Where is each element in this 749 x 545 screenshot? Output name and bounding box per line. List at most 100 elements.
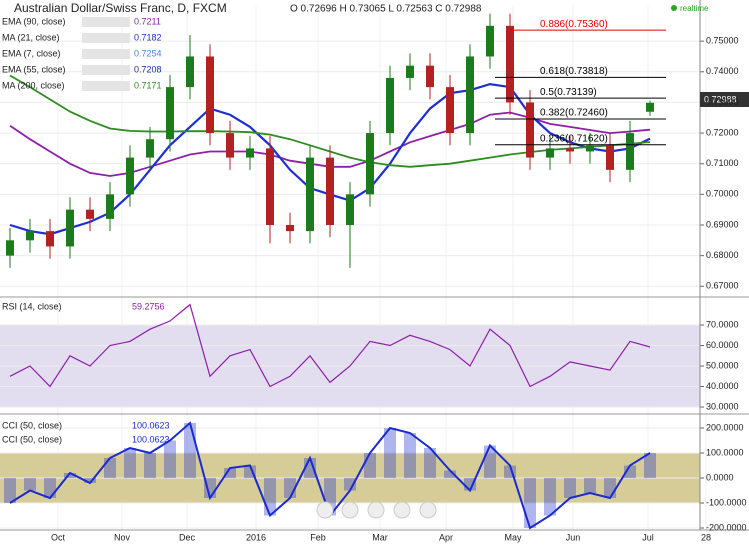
legend-value: 100.0623 <box>132 420 170 430</box>
nav-button[interactable] <box>316 501 334 519</box>
legend-label: EMA (55, close) <box>2 64 66 74</box>
histogram-bar <box>644 452 656 478</box>
candle-body <box>166 87 174 140</box>
histogram-bar <box>64 473 76 478</box>
x-tick-label: May <box>504 532 522 542</box>
legend-icons[interactable] <box>82 65 130 75</box>
histogram-bar <box>564 478 576 498</box>
legend-label: MA (21, close) <box>2 32 60 42</box>
fib-label: 0.236(0.71620) <box>540 133 608 144</box>
candle-body <box>6 240 14 256</box>
histogram-bar <box>124 448 136 478</box>
x-tick-label: Mar <box>372 532 388 542</box>
histogram-bar <box>44 478 56 498</box>
legend-label: MA (200, close) <box>2 80 65 90</box>
fib-label: 0.5(0.73139) <box>540 87 597 98</box>
candle-body <box>366 133 374 195</box>
legend-icons[interactable] <box>82 49 130 59</box>
candle-body <box>606 145 614 170</box>
nav-button[interactable] <box>393 501 411 519</box>
histogram-bar <box>24 478 36 491</box>
y-tick-label: 0.0000 <box>706 472 734 482</box>
legend-value: 0.7211 <box>134 16 161 26</box>
candle-body <box>446 87 454 134</box>
histogram-bar <box>604 478 616 498</box>
x-tick-label: Feb <box>310 532 326 542</box>
legend-value: 0.7254 <box>134 48 162 58</box>
candle-body <box>186 56 194 88</box>
y-tick-label: 0.71000 <box>706 158 739 168</box>
candle-body <box>566 148 574 152</box>
candle-body <box>286 224 294 232</box>
nav-buttons[interactable] <box>316 501 437 519</box>
nav-button[interactable] <box>419 501 437 519</box>
price-tag <box>700 92 749 107</box>
candle-body <box>466 56 474 134</box>
candle-body <box>86 209 94 219</box>
candle-body <box>306 157 314 232</box>
y-tick-label: 0.67000 <box>706 281 739 291</box>
candle-body <box>646 102 654 112</box>
y-tick-label: 70.0000 <box>706 319 739 329</box>
histogram-bar <box>224 468 236 478</box>
histogram-bar <box>424 448 436 478</box>
histogram-bar <box>144 453 156 478</box>
y-tick-label: 100.0000 <box>706 447 744 457</box>
candle-body <box>66 209 74 247</box>
y-tick-label: 0.70000 <box>706 189 739 199</box>
candle-body <box>126 157 134 195</box>
histogram-bar <box>184 423 196 478</box>
candle-body <box>386 77 394 134</box>
histogram-bar <box>344 478 356 491</box>
histogram-bar <box>384 428 396 478</box>
histogram-bar <box>4 478 16 503</box>
x-tick-label: Apr <box>439 532 453 542</box>
legend-label: EMA (7, close) <box>2 48 61 58</box>
y-tick-label: -100.0000 <box>706 497 747 507</box>
y-tick-label: 0.69000 <box>706 219 739 229</box>
legend-label: EMA (90, close) <box>2 16 66 26</box>
candle-body <box>346 194 354 225</box>
histogram-bar <box>264 478 276 516</box>
legend-value: 0.7171 <box>134 80 162 90</box>
fib-label: 0.886(0.75360) <box>540 19 608 30</box>
x-tick-label: Oct <box>51 532 66 542</box>
ohlc: O 0.72696 H 0.73065 L 0.72563 C 0.72988 <box>290 4 482 15</box>
y-tick-label: 60.0000 <box>706 340 739 350</box>
candle-body <box>226 133 234 158</box>
legend-icons[interactable] <box>82 17 130 27</box>
y-tick-label: 30.0000 <box>706 401 739 411</box>
histogram-bar <box>364 453 376 478</box>
chart-title: Australian Dollar/Swiss Franc, D, FXCM <box>14 1 227 15</box>
legend-icons[interactable] <box>82 81 130 91</box>
series-line <box>9 303 651 388</box>
nav-button[interactable] <box>367 501 385 519</box>
x-tick-label: Jun <box>566 532 581 542</box>
candle-body <box>406 65 414 78</box>
histogram-bar <box>444 470 456 478</box>
candle-body <box>46 231 54 247</box>
candle-body <box>526 102 534 158</box>
x-tick-label: 28 <box>701 532 711 542</box>
histogram-bar <box>104 458 116 478</box>
histogram-bar <box>404 433 416 478</box>
candle-body <box>246 148 254 158</box>
legend-value: 0.7182 <box>134 32 162 42</box>
legend-icons[interactable] <box>82 33 130 43</box>
x-tick-label: Nov <box>114 532 131 542</box>
legend-label: CCI (50, close) <box>2 420 62 430</box>
candle-body <box>586 145 594 152</box>
nav-button[interactable] <box>341 501 359 519</box>
histogram-bar <box>584 478 596 493</box>
candle-body <box>26 231 34 241</box>
realtime: realtime <box>680 4 709 13</box>
legend-label: RSI (14, close) <box>2 301 62 311</box>
fib-label: 0.382(0.72460) <box>540 108 608 119</box>
fib-label: 0.618(0.73818) <box>540 66 608 77</box>
last-price: 0.72988 <box>704 94 737 104</box>
candle-body <box>266 148 274 225</box>
candle-body <box>106 194 114 219</box>
x-tick-label: Jul <box>642 532 654 542</box>
y-tick-label: 40.0000 <box>706 381 739 391</box>
